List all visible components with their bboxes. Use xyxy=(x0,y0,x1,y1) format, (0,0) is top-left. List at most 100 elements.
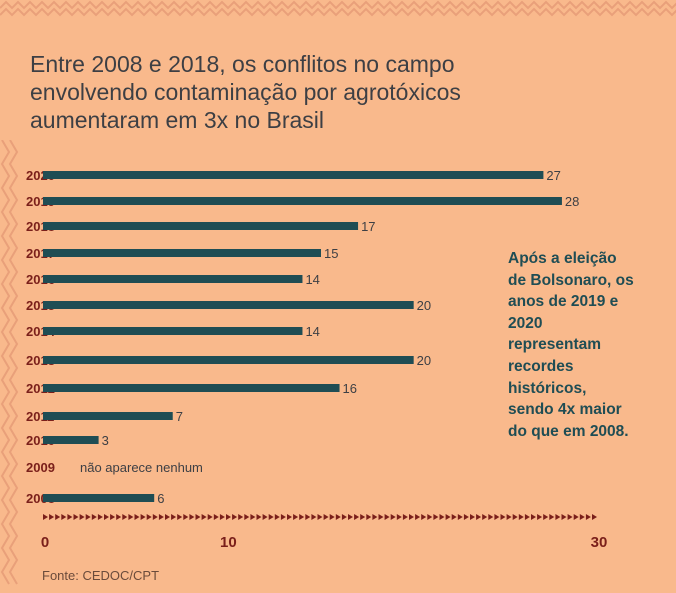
axis-arrow-icon xyxy=(494,514,500,520)
axis-arrow-icon xyxy=(378,514,384,520)
axis-arrow-icon xyxy=(592,514,597,520)
axis-arrow-icon xyxy=(165,514,170,520)
axis-arrow-icon xyxy=(201,514,207,520)
axis-arrow-icon xyxy=(110,514,116,520)
annotation-line: 2020 xyxy=(508,314,543,332)
value-label: 20 xyxy=(417,298,431,313)
axis-arrow-icon xyxy=(512,514,518,520)
annotation-line: Após a eleição xyxy=(508,250,617,267)
axis-arrow-icon xyxy=(177,514,183,520)
annotation-line: representam xyxy=(508,336,602,354)
axis-arrow-icon xyxy=(421,514,427,520)
axis-arrow-icon xyxy=(573,514,579,520)
bar xyxy=(43,197,562,205)
axis-arrow-icon xyxy=(445,514,451,520)
axis-arrow-icon xyxy=(409,514,414,520)
axis-arrow-icon xyxy=(305,514,311,520)
axis-arrow-icon xyxy=(268,514,274,520)
axis-arrow-icon xyxy=(152,514,158,520)
axis-arrow-icon xyxy=(470,514,475,520)
chart-title-line: aumentaram em 3x no Brasil xyxy=(30,107,325,133)
x-tick-label: 10 xyxy=(220,534,237,551)
axis-arrow-icon xyxy=(189,514,195,520)
axis-arrow-icon xyxy=(104,514,109,520)
axis-arrow-icon xyxy=(250,514,256,520)
x-axis-line xyxy=(43,514,597,520)
axis-arrow-icon xyxy=(43,514,48,520)
bar xyxy=(43,301,414,309)
axis-arrow-icon xyxy=(531,514,536,520)
axis-arrow-icon xyxy=(366,514,372,520)
axis-arrow-icon xyxy=(537,514,543,520)
axis-arrow-icon xyxy=(390,514,396,520)
axis-arrow-icon xyxy=(287,514,292,520)
value-label: 6 xyxy=(157,491,164,506)
axis-arrow-icon xyxy=(439,514,445,520)
axis-arrow-icon xyxy=(280,514,286,520)
axis-arrow-icon xyxy=(79,514,85,520)
x-tick-label: 0 xyxy=(41,534,49,551)
axis-arrow-icon xyxy=(396,514,402,520)
axis-arrow-icon xyxy=(195,514,201,520)
bar xyxy=(43,171,544,179)
no-data-note: não aparece nenhum xyxy=(80,460,203,475)
value-label: 15 xyxy=(324,246,338,261)
bar xyxy=(43,436,99,444)
value-label: 14 xyxy=(305,272,319,287)
axis-arrow-icon xyxy=(207,514,213,520)
axis-arrow-icon xyxy=(238,514,244,520)
axis-arrow-icon xyxy=(158,514,164,520)
value-label: 7 xyxy=(176,409,183,424)
axis-arrow-icon xyxy=(226,514,231,520)
axis-arrow-icon xyxy=(232,514,238,520)
axis-arrow-icon xyxy=(85,514,91,520)
axis-arrow-icon xyxy=(329,514,335,520)
annotation-text: Após a eleição de Bolsonaro, os anos de … xyxy=(508,248,668,442)
value-label: 16 xyxy=(343,381,357,396)
axis-arrow-icon xyxy=(506,514,512,520)
axis-arrow-icon xyxy=(427,514,433,520)
axis-arrow-icon xyxy=(274,514,280,520)
axis-arrow-icon xyxy=(49,514,55,520)
annotation-line: de Bolsonaro, os xyxy=(508,271,634,289)
annotation-line: históricos, xyxy=(508,379,587,397)
axis-arrow-icon xyxy=(134,514,140,520)
axis-arrow-icon xyxy=(451,514,457,520)
axis-arrow-icon xyxy=(585,514,591,520)
annotation-line: sendo 4x maior xyxy=(508,401,622,419)
axis-arrow-icon xyxy=(323,514,329,520)
bar xyxy=(43,412,173,420)
value-label: 20 xyxy=(417,353,431,368)
axis-arrow-icon xyxy=(219,514,225,520)
axis-arrow-icon xyxy=(384,514,390,520)
axis-arrow-icon xyxy=(524,514,530,520)
axis-arrow-icon xyxy=(372,514,378,520)
axis-arrow-icon xyxy=(146,514,152,520)
bar xyxy=(43,356,414,364)
axis-arrow-icon xyxy=(457,514,463,520)
axis-arrow-icon xyxy=(549,514,555,520)
axis-arrow-icon xyxy=(299,514,305,520)
value-label: 27 xyxy=(546,168,560,183)
value-label: 17 xyxy=(361,219,375,234)
bar xyxy=(43,222,359,230)
axis-arrow-icon xyxy=(317,514,323,520)
axis-arrow-icon xyxy=(402,514,408,520)
axis-arrow-icon xyxy=(500,514,506,520)
axis-arrow-icon xyxy=(463,514,469,520)
axis-arrow-icon xyxy=(561,514,567,520)
axis-arrow-icon xyxy=(476,514,482,520)
source-note: Fonte: CEDOC/CPT xyxy=(42,568,160,583)
axis-arrow-icon xyxy=(55,514,61,520)
axis-arrow-icon xyxy=(67,514,73,520)
axis-arrow-icon xyxy=(61,514,67,520)
axis-arrow-icon xyxy=(555,514,561,520)
axis-arrow-icon xyxy=(91,514,97,520)
axis-arrow-icon xyxy=(567,514,573,520)
chart-title-line: envolvendo contaminação por agrotóxicos xyxy=(30,79,461,105)
axis-arrow-icon xyxy=(433,514,439,520)
axis-arrow-icon xyxy=(183,514,189,520)
bar xyxy=(43,327,303,335)
